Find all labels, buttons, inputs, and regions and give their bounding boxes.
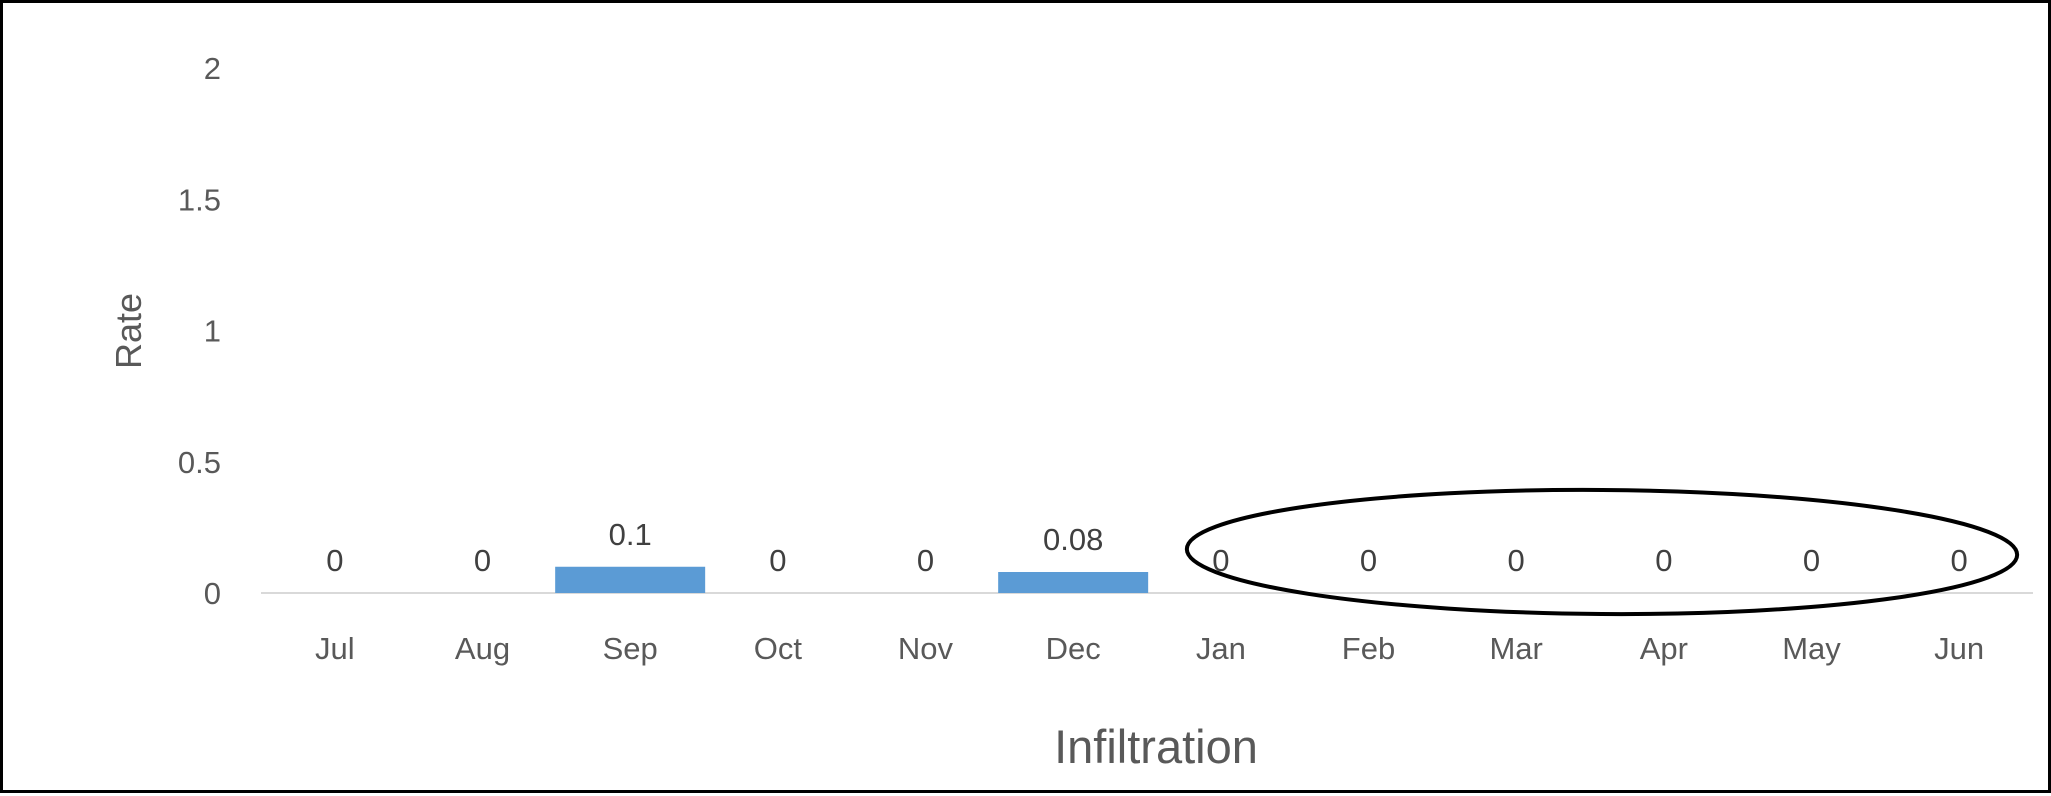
category-label-nov: Nov (898, 631, 954, 666)
y-tick-label: 1 (204, 314, 221, 349)
bar-dec (998, 572, 1149, 593)
category-label-aug: Aug (455, 631, 510, 666)
x-axis-category-labels: Jul Aug Sep Oct Nov Dec Jan Feb Mar Apr May Jun (315, 631, 1984, 666)
y-axis-title: Rate (108, 293, 149, 369)
data-label-aug: 0 (474, 543, 491, 578)
data-labels: 0 0 0.1 0 0 0.08 0 0 0 0 0 0 (326, 517, 1968, 578)
highlight-ellipse (1184, 487, 2020, 617)
data-label-mar: 0 (1508, 543, 1525, 578)
bar-series (555, 566, 1149, 593)
data-label-oct: 0 (769, 543, 786, 578)
category-label-jan: Jan (1196, 631, 1246, 666)
data-label-feb: 0 (1360, 543, 1377, 578)
data-label-apr: 0 (1655, 543, 1672, 578)
category-label-feb: Feb (1342, 631, 1395, 666)
y-tick-label: 1.5 (178, 182, 221, 217)
category-label-apr: Apr (1640, 631, 1688, 666)
category-label-oct: Oct (754, 631, 803, 666)
category-label-jun: Jun (1934, 631, 1984, 666)
data-label-jun: 0 (1951, 543, 1968, 578)
bar-sep (555, 566, 706, 593)
data-label-sep: 0.1 (609, 517, 652, 552)
bar-chart: 0 0.5 1 1.5 2 0 0 0.1 0 0 0.08 0 0 0 0 0 0 Jul Aug Sep Oct… (108, 51, 2033, 773)
category-label-sep: Sep (603, 631, 658, 666)
x-axis-title: Infiltration (1054, 720, 1258, 773)
y-tick-label: 0.5 (178, 445, 221, 480)
data-label-may: 0 (1803, 543, 1820, 578)
data-label-jan: 0 (1212, 543, 1229, 578)
category-label-jul: Jul (315, 631, 355, 666)
category-label-mar: Mar (1489, 631, 1542, 666)
data-label-jul: 0 (326, 543, 343, 578)
category-label-may: May (1782, 631, 1841, 666)
category-label-dec: Dec (1046, 631, 1101, 666)
y-axis-tick-labels: 0 0.5 1 1.5 2 (178, 51, 221, 611)
data-label-nov: 0 (917, 543, 934, 578)
y-tick-label: 2 (204, 51, 221, 86)
data-label-dec: 0.08 (1043, 522, 1103, 557)
y-tick-label: 0 (204, 576, 221, 611)
